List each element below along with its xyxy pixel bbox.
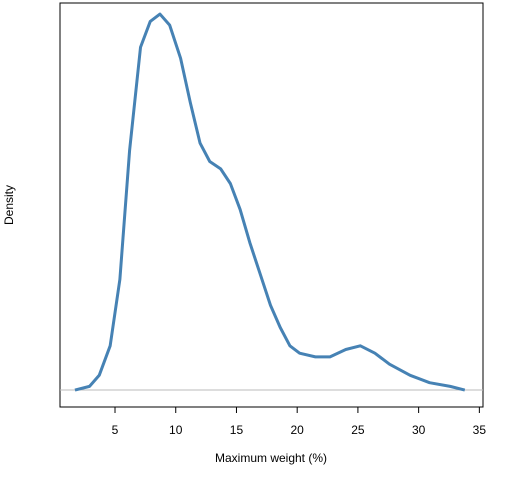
plot-frame: [59, 2, 484, 408]
x-tick-label: 5: [112, 423, 119, 437]
x-tick-label: 30: [412, 423, 426, 437]
x-tick-label: 25: [351, 423, 365, 437]
x-tick-label: 20: [291, 423, 305, 437]
x-axis-label: Maximum weight (%): [215, 451, 327, 465]
x-tick-label: 15: [230, 423, 244, 437]
x-tick-label: 35: [473, 423, 487, 437]
density-line: [74, 12, 466, 392]
y-axis-label: Density: [2, 185, 16, 225]
x-tick-label: 10: [169, 423, 183, 437]
